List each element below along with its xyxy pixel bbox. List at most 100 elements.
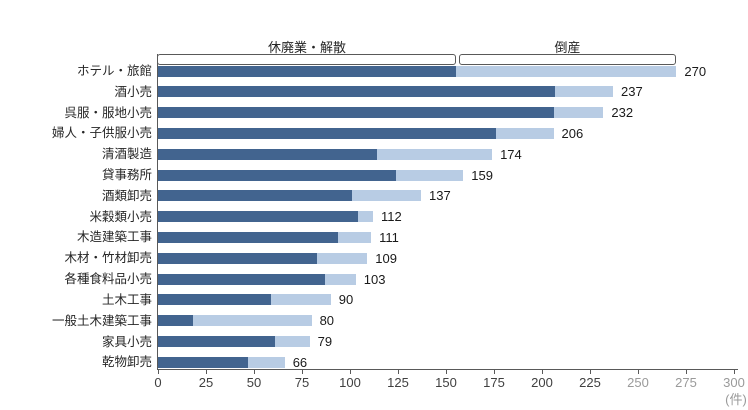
bar-segment-tosan	[271, 294, 331, 306]
category-label: 家具小売	[101, 334, 152, 349]
tick-mark	[254, 369, 255, 374]
total-value-label: 174	[500, 146, 522, 162]
bar-row: 270	[158, 63, 707, 79]
tick-label: 125	[387, 375, 409, 390]
total-value-label: 270	[684, 63, 707, 79]
tick-label: 50	[246, 375, 262, 390]
total-value-label: 90	[338, 292, 354, 308]
x-axis-line	[157, 369, 738, 370]
tick-label: 100	[339, 375, 361, 390]
tick-label: 25	[198, 375, 214, 390]
bar-segment-tosan	[248, 356, 285, 368]
bar-segment-kyuhaigyo	[158, 211, 358, 223]
tick-mark	[398, 369, 399, 374]
bar-segment-tosan	[495, 127, 554, 139]
total-value-label: 112	[381, 209, 402, 225]
category-label: 酒小売	[114, 84, 152, 99]
bar-row: 103	[158, 271, 386, 287]
tick-mark	[350, 369, 351, 374]
tick-mark	[494, 369, 495, 374]
tick-mark	[542, 369, 543, 374]
bar-segment-tosan	[325, 273, 356, 285]
category-label: 呉服・服地小売	[64, 105, 152, 120]
bar-row: 237	[158, 85, 643, 98]
bar-row: 111	[158, 229, 399, 245]
bar-row: 174	[158, 146, 522, 162]
tick-mark	[158, 369, 159, 374]
bar-segment-kyuhaigyo	[158, 65, 456, 77]
tick-label: 300	[723, 375, 745, 390]
tick-mark	[734, 369, 735, 374]
category-label: 貸事務所	[101, 168, 152, 183]
category-label: ホテル・旅館	[76, 64, 152, 78]
bracket-kyuhaigyo	[157, 54, 456, 65]
category-label: 清酒製造	[101, 147, 152, 162]
bar-row: 159	[158, 167, 493, 183]
bar-row: 66	[158, 354, 308, 370]
bar-row: 79	[158, 334, 333, 350]
total-value-label: 111	[379, 229, 399, 245]
bar-segment-kyuhaigyo	[158, 127, 496, 139]
total-value-label: 137	[429, 188, 451, 204]
tick-label: 150	[435, 375, 457, 390]
bar-segment-tosan	[376, 148, 493, 160]
total-value-label: 206	[561, 125, 584, 141]
bar-segment-tosan	[555, 86, 614, 98]
axis-unit-label: (件)	[725, 392, 747, 407]
bar-segment-kyuhaigyo	[158, 315, 193, 327]
bar-segment-kyuhaigyo	[158, 356, 249, 368]
total-value-label: 80	[319, 313, 335, 329]
bar-segment-kyuhaigyo	[158, 148, 377, 160]
tick-mark	[206, 369, 207, 374]
bar-segment-tosan	[338, 231, 372, 243]
total-value-label: 109	[375, 250, 397, 266]
tick-mark	[686, 369, 687, 374]
bar-segment-tosan	[396, 169, 464, 181]
bar-row: 80	[158, 313, 335, 329]
bar-segment-tosan	[357, 211, 374, 223]
bar-segment-tosan	[192, 315, 312, 327]
bar-row: 137	[158, 188, 451, 204]
category-label: 各種食料品小売	[64, 272, 152, 287]
y-axis-line	[157, 54, 158, 369]
tick-label: 175	[483, 375, 505, 390]
bar-segment-tosan	[553, 107, 604, 119]
bar-segment-tosan	[351, 190, 422, 202]
tick-mark	[302, 369, 303, 374]
bar-row: 90	[158, 292, 354, 308]
total-value-label: 159	[471, 167, 493, 183]
tick-label: 200	[531, 375, 553, 390]
category-label: 乾物卸売	[101, 355, 152, 370]
tick-mark	[446, 369, 447, 374]
bar-segment-tosan	[317, 252, 368, 264]
total-value-label: 103	[363, 271, 386, 287]
bar-segment-kyuhaigyo	[158, 252, 318, 264]
category-label: 酒類卸売	[101, 188, 152, 203]
series-label-tosan: 倒産	[554, 40, 581, 55]
category-label: 木材・竹材卸売	[64, 251, 152, 266]
tick-label: 0	[154, 375, 162, 390]
total-value-label: 79	[317, 334, 333, 350]
bar-segment-kyuhaigyo	[158, 169, 397, 181]
bar-row: 109	[158, 250, 397, 266]
bar-segment-kyuhaigyo	[158, 190, 352, 202]
bar-segment-kyuhaigyo	[158, 273, 326, 285]
total-value-label: 232	[611, 105, 634, 121]
tick-label: 275	[675, 375, 697, 390]
bar-segment-kyuhaigyo	[158, 107, 554, 119]
bar-segment-kyuhaigyo	[158, 86, 556, 98]
tick-label: 250	[627, 375, 649, 390]
tick-label: 225	[579, 375, 601, 390]
bar-row: 232	[158, 105, 634, 121]
series-label-kyuhaigyo: 休廃業・解散	[267, 40, 346, 55]
tick-label: 75	[294, 375, 310, 390]
total-value-label: 66	[292, 354, 308, 370]
bracket-tosan	[459, 54, 676, 65]
category-label: 土木工事	[101, 292, 152, 307]
bar-row: 112	[158, 209, 402, 225]
bar-segment-kyuhaigyo	[158, 294, 272, 306]
bar-segment-kyuhaigyo	[158, 231, 339, 243]
bar-segment-kyuhaigyo	[158, 336, 276, 348]
bar-segment-tosan	[455, 65, 677, 77]
